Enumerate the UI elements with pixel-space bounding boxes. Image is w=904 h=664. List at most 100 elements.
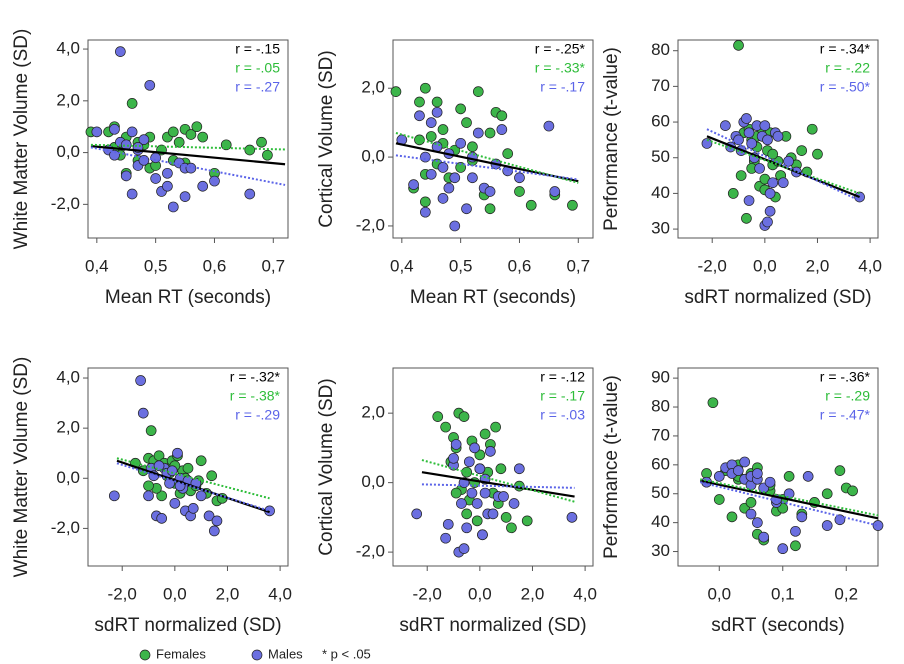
data-point <box>437 162 449 173</box>
y-tick-label: 4,0 <box>56 368 80 387</box>
x-tick-label: 0,1 <box>771 584 795 603</box>
data-point <box>461 117 472 128</box>
data-point <box>425 131 437 142</box>
data-point <box>752 517 763 528</box>
data-point <box>262 149 273 161</box>
data-point <box>487 508 499 520</box>
y-tick-label: 2,0 <box>361 403 385 422</box>
data-point <box>156 490 168 502</box>
x-tick-label: 0,2 <box>834 584 858 603</box>
data-point <box>513 463 525 475</box>
data-point <box>727 188 739 199</box>
data-point <box>411 508 423 520</box>
data-point <box>506 522 517 534</box>
data-point <box>525 199 537 211</box>
data-point <box>126 98 138 109</box>
data-point <box>461 522 473 534</box>
data-point <box>806 123 818 135</box>
data-point <box>203 510 215 522</box>
panel: 4,0 2,0 0,0 -2,0 0,4 0,5 0,6 0,7 Mean RT (second… <box>11 29 289 308</box>
data-point <box>126 188 138 200</box>
correlation-annotation: r = -.03 <box>540 407 585 423</box>
y-tick-label: 70 <box>651 76 670 95</box>
correlation-annotation: r = -.34* <box>820 41 871 57</box>
data-point <box>821 488 833 500</box>
data-point <box>498 491 509 502</box>
data-point <box>472 127 484 139</box>
data-point <box>450 487 462 499</box>
x-tick-label: 0,6 <box>203 256 227 275</box>
data-point <box>790 525 801 537</box>
data-point <box>195 490 207 502</box>
data-point <box>458 543 470 554</box>
data-point <box>191 121 203 133</box>
data-point <box>414 96 425 108</box>
x-tick-label: 0,0 <box>707 584 731 603</box>
y-tick-label: 0,0 <box>361 472 385 491</box>
data-point <box>471 515 483 527</box>
data-point <box>726 511 738 523</box>
y-axis-label: Performance (t-value) <box>601 375 622 559</box>
data-point <box>91 126 103 138</box>
y-tick-label: -2,0 <box>356 215 385 234</box>
fit-line <box>116 462 270 512</box>
data-point <box>713 471 725 482</box>
y-tick-label: -2,0 <box>356 542 385 561</box>
x-tick-label: 4,0 <box>268 584 292 603</box>
data-point <box>455 137 466 149</box>
data-point <box>743 127 755 139</box>
y-axis-label: Cortical Volume (SD) <box>316 378 337 555</box>
x-tick-label: 0,5 <box>449 256 473 275</box>
data-point <box>167 126 179 138</box>
data-point <box>772 130 784 142</box>
x-tick-label: 0,0 <box>163 584 187 603</box>
data-point <box>162 180 173 192</box>
data-point <box>743 195 755 206</box>
data-point <box>764 476 776 488</box>
data-point <box>126 126 138 138</box>
data-point <box>783 488 795 500</box>
data-point <box>762 216 773 228</box>
correlation-annotation: r = -.50* <box>820 79 871 95</box>
legend-label: Females <box>156 646 206 661</box>
x-tick-label: 0,5 <box>144 256 168 275</box>
x-axis-label: sdRT normalized (SD) <box>399 615 586 636</box>
data-point <box>566 512 578 523</box>
plot-frame <box>392 367 594 567</box>
data-point <box>485 446 496 457</box>
data-point <box>745 497 757 508</box>
data-point <box>220 139 232 151</box>
fit-line <box>421 483 575 489</box>
data-point <box>145 425 157 437</box>
data-point <box>834 465 846 476</box>
panel: 30 40 50 60 70 80 90 0,0 0,1 0,2 sdRT (seconds) Per… <box>601 367 884 636</box>
legend: Females Males * p < .05 <box>139 646 371 661</box>
x-tick-label: 0,7 <box>566 256 590 275</box>
data-point <box>166 465 178 477</box>
data-point <box>739 456 751 468</box>
data-point <box>135 375 146 386</box>
correlation-annotation: r = -.47* <box>820 407 871 423</box>
data-point <box>169 497 181 509</box>
data-point <box>767 177 779 189</box>
panel: 2,0 0,0 -2,0 -2,0 0,0 2,0 4,0 sdRT normalized (… <box>316 367 597 636</box>
y-tick-label: -2,0 <box>51 194 80 213</box>
correlation-annotation: r = -.05 <box>235 60 280 76</box>
data-point <box>144 79 156 91</box>
data-point <box>431 106 443 118</box>
y-tick-label: 30 <box>651 541 670 560</box>
data-point <box>834 514 846 526</box>
fit-line <box>706 138 860 195</box>
data-point <box>455 103 466 115</box>
data-point <box>162 167 173 179</box>
y-tick-label: 0,0 <box>56 468 80 487</box>
y-tick-label: 60 <box>651 454 670 473</box>
data-point <box>790 540 801 552</box>
data-point <box>461 508 473 520</box>
y-axis-label: Performance (t-value) <box>601 47 622 231</box>
x-tick-label: 2,0 <box>806 256 830 275</box>
data-point <box>195 455 207 467</box>
y-tick-label: 50 <box>651 147 670 166</box>
data-point <box>109 123 120 135</box>
data-point <box>469 442 480 454</box>
